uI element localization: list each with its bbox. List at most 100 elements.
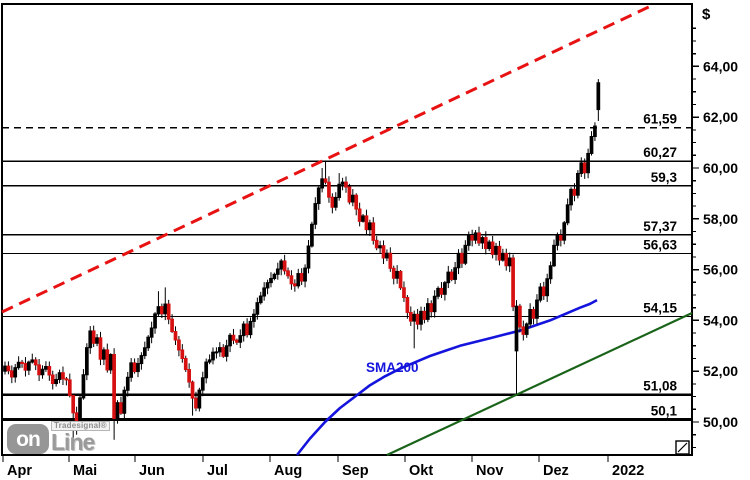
plot-area	[1, 3, 693, 456]
x-axis-label-Okt: Okt	[409, 463, 433, 479]
candle-down	[299, 273, 304, 282]
candle-up	[487, 241, 492, 250]
candle-down	[173, 331, 178, 341]
candle-down	[105, 349, 110, 371]
candle-up	[108, 354, 113, 371]
candle-down	[490, 241, 495, 255]
candle-down	[347, 186, 352, 203]
candle-up	[122, 389, 127, 414]
candle-up	[3, 365, 7, 372]
candle-up	[316, 187, 321, 205]
candle-up	[13, 367, 18, 378]
candle-up	[275, 268, 280, 275]
candle-down	[183, 357, 188, 371]
candle-up	[361, 215, 365, 222]
candle-up	[303, 267, 307, 282]
candle-up	[310, 223, 314, 247]
y-axis-label-58,00: 58,00	[703, 211, 738, 227]
candle-down	[497, 245, 502, 261]
candle-up	[228, 334, 232, 347]
candle-up	[333, 196, 338, 208]
level-label-60,27: 60,27	[643, 145, 677, 160]
candle-down	[33, 359, 38, 366]
candle-up	[200, 377, 205, 391]
candle-down	[61, 372, 65, 380]
candle-down	[91, 330, 96, 344]
candle-up	[306, 245, 311, 269]
candle-down	[47, 365, 52, 376]
candle-down	[286, 270, 290, 277]
candle-up	[146, 336, 151, 349]
candle-up	[136, 363, 140, 373]
candle-down	[518, 305, 522, 328]
candle-up	[214, 351, 219, 354]
candle-down	[23, 362, 28, 371]
candle-up	[204, 361, 209, 379]
candle-up	[252, 313, 256, 322]
candle-down	[477, 232, 481, 244]
candle-up	[320, 178, 324, 189]
candle-down	[449, 271, 454, 280]
candle-up	[262, 287, 267, 297]
candle-down	[558, 235, 563, 241]
candle-down	[112, 354, 116, 419]
candle-up	[446, 271, 451, 284]
candle-down	[289, 275, 294, 285]
candle-up	[555, 235, 560, 246]
candle-up	[129, 362, 134, 378]
candle-up	[279, 260, 284, 270]
candle-up	[248, 320, 253, 336]
resize-handle-icon[interactable]	[675, 440, 690, 455]
candle-up	[535, 299, 539, 319]
candle-up	[412, 313, 417, 322]
candle-down	[235, 339, 239, 343]
candle-up	[432, 295, 437, 313]
candle-up	[385, 252, 389, 259]
candle-down	[405, 297, 410, 313]
candle-down	[9, 370, 14, 378]
level-label-56,63: 56,63	[643, 238, 677, 253]
y-axis-label-56,00: 56,00	[703, 262, 738, 278]
candle-up	[238, 335, 243, 343]
candle-up	[562, 222, 567, 241]
candle-up	[528, 309, 532, 325]
candle-down	[531, 309, 536, 319]
candle-down	[282, 260, 287, 272]
candle-down	[180, 349, 185, 359]
candle-down	[327, 181, 331, 198]
candle-down	[388, 252, 393, 269]
candle-down	[160, 306, 164, 315]
sma200-label: SMA200	[366, 360, 419, 375]
candle-down	[231, 334, 236, 341]
level-label-61,59: 61,59	[643, 112, 677, 127]
candle-up	[139, 355, 144, 365]
y-axis-label-64,00: 64,00	[703, 58, 738, 74]
x-axis-label-2022: 2022	[612, 463, 644, 479]
candle-down	[119, 402, 123, 414]
candle-up	[494, 245, 498, 255]
candle-up	[255, 302, 260, 315]
candle-down	[541, 286, 546, 297]
candle-up	[453, 267, 457, 280]
candle-up	[269, 277, 273, 284]
candle-down	[221, 347, 226, 357]
candle-down	[64, 378, 69, 381]
candle-down	[402, 287, 406, 299]
candle-up	[473, 232, 478, 241]
candle-up	[576, 172, 580, 196]
candle-up	[337, 183, 342, 198]
x-axis-label-Jul: Jul	[207, 463, 228, 479]
x-axis-label-Jun: Jun	[139, 463, 165, 479]
candle-up	[350, 194, 355, 203]
candle-up	[507, 257, 512, 267]
level-label-59,3: 59,3	[651, 170, 678, 185]
candle-down	[71, 395, 76, 414]
candle-down	[504, 252, 509, 267]
candle-up	[340, 181, 345, 185]
candle-up	[163, 303, 168, 315]
candle-down	[330, 196, 335, 208]
candle-down	[374, 239, 379, 249]
candle-down	[429, 303, 434, 313]
y-axis-label-54,00: 54,00	[703, 312, 738, 328]
